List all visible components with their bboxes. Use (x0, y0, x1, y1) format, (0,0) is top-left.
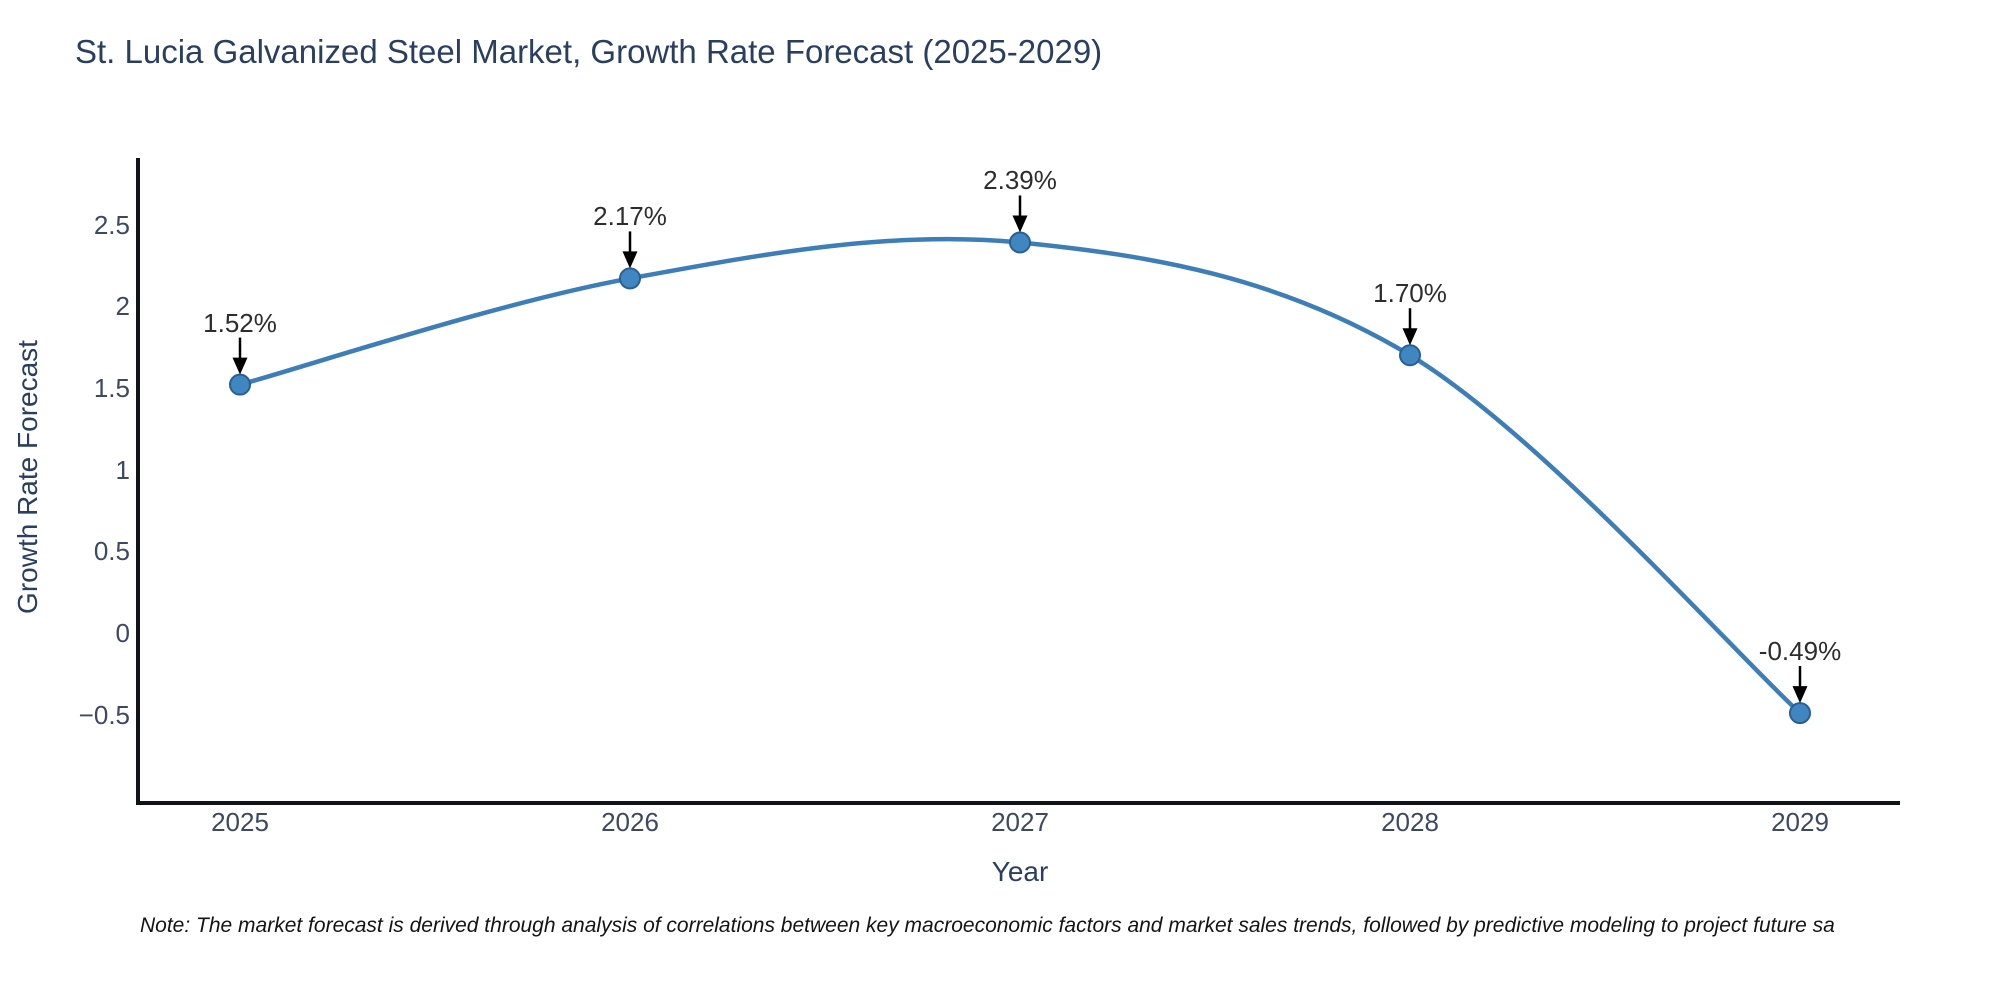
y-tick-label: −0.5 (78, 699, 130, 730)
annotation-arrowhead (1792, 686, 1808, 704)
data-point-marker (229, 373, 251, 396)
y-tick-label: 1 (115, 454, 130, 485)
data-point-marker (1399, 344, 1421, 367)
y-tick-label: 1.5 (93, 372, 130, 403)
data-point-label: 1.52% (203, 307, 277, 338)
annotation-arrowhead (232, 357, 248, 375)
data-point-marker (1009, 231, 1031, 254)
x-tick-label: 2027 (991, 807, 1049, 837)
annotation-arrowhead (622, 251, 638, 269)
data-point-label: 1.70% (1373, 278, 1447, 309)
annotation-arrowhead (1402, 328, 1418, 346)
y-tick-label: 2 (115, 291, 130, 322)
data-point-marker (1789, 702, 1811, 725)
x-tick-label: 2028 (1381, 807, 1439, 837)
x-tick-label: 2026 (601, 807, 659, 837)
x-tick-label: 2029 (1771, 807, 1829, 837)
y-tick-label: 0.5 (93, 536, 130, 567)
x-axis-title: Year (991, 856, 1049, 887)
y-tick-label: 0 (115, 618, 130, 648)
y-tick-label: 2.5 (93, 209, 130, 240)
data-point-label: 2.39% (983, 165, 1057, 196)
annotation-arrowhead (1012, 215, 1028, 233)
footnote: Note: The market forecast is derived thr… (140, 914, 1835, 937)
forecast-line (237, 236, 1803, 716)
chart-title: St. Lucia Galvanized Steel Market, Growt… (75, 33, 1103, 70)
data-point-marker (619, 267, 641, 290)
data-point-label: -0.49% (1758, 636, 1842, 667)
x-tick-label: 2025 (211, 807, 269, 837)
data-point-label: 2.17% (593, 201, 667, 232)
